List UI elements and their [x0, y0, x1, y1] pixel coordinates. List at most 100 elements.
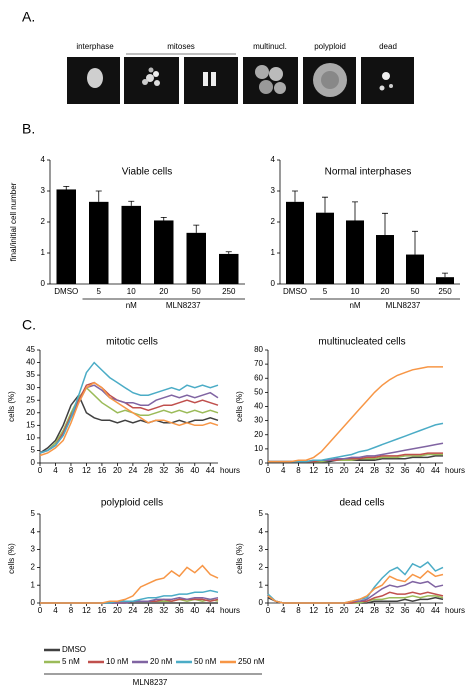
- legend: DMSO 5 nM 10 nM 20 nM 50 nM 250 nM MLN8237: [44, 645, 265, 687]
- x-tick-label: DMSO: [283, 287, 307, 296]
- x-tick-label: 8: [296, 606, 301, 615]
- error-bar: [63, 185, 70, 190]
- line-series: [39, 361, 219, 454]
- x-tick-label: 12: [82, 606, 91, 615]
- line-series: [268, 422, 444, 463]
- y-tick-label: 45: [26, 345, 35, 354]
- y-tick-label: 0: [31, 458, 36, 467]
- error-bar: [160, 216, 167, 221]
- y-tick-label: 20: [254, 430, 263, 439]
- x-tick-label: 32: [385, 466, 394, 475]
- x-tick-label: 20: [113, 606, 122, 615]
- x-tick-label: 250: [222, 287, 236, 296]
- y-tick-label: 40: [254, 402, 263, 411]
- y-tick-label: 0: [259, 598, 264, 607]
- line-series: [39, 393, 219, 454]
- y-tick-label: 1: [259, 580, 264, 589]
- y-tick-label: 0: [41, 279, 46, 288]
- y-tick-label: 4: [41, 155, 46, 164]
- y-tick-label: 10: [254, 444, 263, 453]
- image-label: polyploid: [314, 42, 346, 51]
- panel-label: B.: [22, 121, 35, 137]
- x-tick-label: 20: [159, 287, 168, 296]
- chart-title: mitotic cells: [106, 337, 158, 348]
- y-tick-label: 30: [254, 416, 263, 425]
- bar: [316, 212, 334, 284]
- line-series: [39, 381, 219, 457]
- bar: [56, 189, 76, 284]
- y-tick-label: 25: [26, 395, 35, 404]
- legend-label: 5 nM: [62, 657, 80, 666]
- legend-label: 50 nM: [194, 657, 217, 666]
- x-tick-label: 10: [351, 287, 360, 296]
- x-tick-label: 12: [82, 466, 91, 475]
- y-tick-label: 0: [271, 279, 276, 288]
- image-label: mitoses: [167, 42, 195, 51]
- error-bar: [95, 190, 102, 202]
- chart-title: dead cells: [339, 498, 384, 509]
- x-tick-label: 12: [309, 466, 318, 475]
- x-tick-label: 28: [144, 606, 153, 615]
- x-tick-label: 20: [113, 466, 122, 475]
- legend-label: 20 nM: [150, 657, 173, 666]
- x-tick-label: 50: [411, 287, 420, 296]
- bar: [186, 232, 206, 284]
- error-bar: [292, 190, 298, 202]
- y-tick-label: 3: [259, 545, 264, 554]
- error-bar: [225, 251, 232, 254]
- y-axis-label: final/initial cell number: [9, 182, 18, 261]
- x-tick-label: 16: [97, 606, 106, 615]
- bar: [154, 220, 174, 284]
- x-tick-label: 50: [192, 287, 201, 296]
- bar: [376, 235, 394, 284]
- y-tick-label: 0: [259, 458, 264, 467]
- y-tick-label: 1: [31, 580, 36, 589]
- y-tick-label: 4: [259, 527, 264, 536]
- x-tick-label: 24: [355, 466, 364, 475]
- y-tick-label: 70: [254, 359, 263, 368]
- x-tick-label: 28: [370, 466, 379, 475]
- x-tick-label: 5: [323, 287, 328, 296]
- x-tick-label: 8: [296, 466, 301, 475]
- x-tick-label: 40: [190, 466, 199, 475]
- x-tick-label: 44: [431, 466, 440, 475]
- y-tick-label: 20: [26, 408, 35, 417]
- error-bar: [352, 201, 358, 221]
- x-tick-label: 32: [159, 606, 168, 615]
- y-tick-label: 40: [26, 358, 35, 367]
- image-label: interphase: [76, 42, 114, 51]
- y-tick-label: 1: [271, 248, 276, 257]
- y-tick-label: 1: [41, 248, 46, 257]
- bar: [346, 220, 364, 284]
- x-tick-label: 44: [431, 606, 440, 615]
- y-tick-label: 0: [31, 598, 36, 607]
- x-tick-label: 0: [266, 606, 271, 615]
- unit-label: nM: [126, 301, 137, 310]
- x-axis-label: hours: [445, 466, 465, 475]
- error-bar: [412, 230, 418, 255]
- x-tick-label: 250: [438, 287, 452, 296]
- x-tick-label: 8: [69, 606, 74, 615]
- group-label: MLN8237: [386, 301, 421, 310]
- error-bar: [382, 212, 388, 236]
- y-tick-label: 5: [31, 509, 36, 518]
- bar: [89, 201, 109, 284]
- legend-label: DMSO: [62, 645, 86, 654]
- x-axis-label: hours: [220, 466, 240, 475]
- y-tick-label: 80: [254, 345, 263, 354]
- bar: [286, 201, 304, 284]
- chart-title: polyploid cells: [101, 498, 163, 509]
- x-tick-label: 24: [128, 466, 137, 475]
- bar: [436, 277, 454, 284]
- x-tick-label: 44: [206, 606, 215, 615]
- bar: [406, 254, 424, 284]
- y-axis-label: cells (%): [7, 543, 16, 574]
- x-tick-label: 36: [175, 466, 184, 475]
- bar: [121, 205, 141, 284]
- x-tick-label: 4: [281, 466, 286, 475]
- y-tick-label: 30: [26, 383, 35, 392]
- y-tick-label: 5: [31, 446, 36, 455]
- y-tick-label: 50: [254, 387, 263, 396]
- group-label: MLN8237: [166, 301, 201, 310]
